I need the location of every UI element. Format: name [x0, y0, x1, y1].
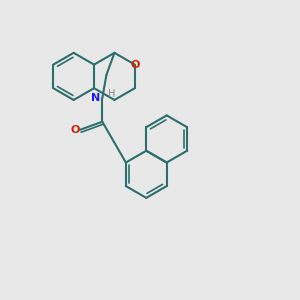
Text: N: N: [91, 93, 100, 103]
Text: O: O: [71, 125, 80, 135]
Text: O: O: [130, 60, 140, 70]
Text: H: H: [108, 89, 115, 99]
